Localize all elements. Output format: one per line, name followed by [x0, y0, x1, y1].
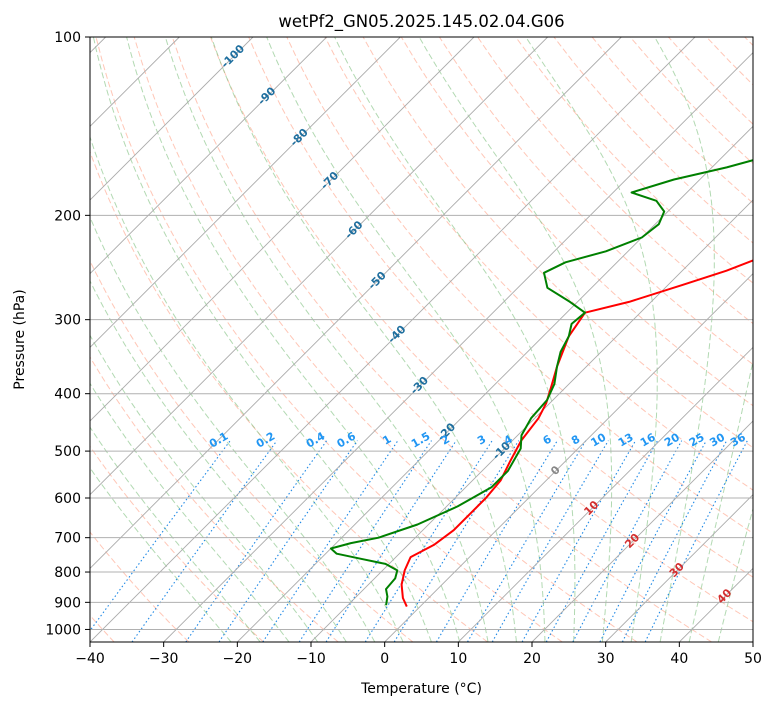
- mixing-ratio-line: [131, 440, 278, 642]
- moist-adiabat: [90, 334, 319, 642]
- dry-adiabat: [90, 445, 264, 642]
- sounding-lines: [329, 159, 753, 608]
- mixing-ratio-line: [90, 440, 231, 632]
- dry-adiabat: [90, 356, 339, 642]
- dry-adiabat: [171, 37, 712, 642]
- x-tick-label: 20: [523, 651, 541, 667]
- x-tick-label: 30: [597, 651, 615, 667]
- y-axis-title: Pressure (hPa): [12, 289, 28, 389]
- mixing-ratio-line: [644, 440, 748, 642]
- y-tick-label: 300: [54, 313, 81, 329]
- mixing-ratio-line: [298, 440, 432, 642]
- x-tick-label: −10: [296, 651, 326, 667]
- moist-adiabat: [90, 467, 232, 642]
- mixing-ratio-line: [185, 440, 328, 642]
- mixing-ratio-line: [491, 440, 609, 642]
- y-tick-label: 500: [54, 444, 81, 460]
- mixing-ratio-line: [521, 440, 637, 642]
- skew-isotherm: [458, 346, 753, 642]
- y-tick-label: 200: [54, 208, 81, 224]
- skew-isotherm: [531, 420, 753, 642]
- skew-isotherm: [90, 37, 696, 642]
- skew-isotherm: [605, 494, 753, 642]
- moist-adiabat: [90, 135, 404, 642]
- skew-isotherm: [163, 52, 753, 642]
- y-tick-label: 800: [54, 565, 81, 581]
- dry-adiabat: [95, 37, 563, 642]
- skew-isotherm: [384, 273, 753, 642]
- dry-adiabat: [90, 150, 488, 642]
- chart-title: wetPf2_GN05.2025.145.02.04.G06: [278, 12, 564, 32]
- mixing-ratio-line: [325, 440, 457, 642]
- dewpoint-line: [329, 159, 753, 606]
- x-axis-title: Temperature (°C): [360, 681, 482, 697]
- moist-adiabat: [90, 426, 261, 642]
- skew-isotherm: [90, 37, 475, 422]
- mixing-ratio-line: [364, 440, 493, 642]
- dry-adiabat: [438, 37, 753, 366]
- y-axis-ticks: 100 200 300 400 500 600 700 800 900 1000: [45, 30, 90, 638]
- y-tick-label: 100: [54, 30, 81, 46]
- mixing-ratio-line: [467, 440, 587, 642]
- moist-adiabat: [688, 358, 753, 642]
- moist-adiabat: [266, 37, 546, 642]
- mixing-ratio-line: [545, 440, 659, 642]
- moist-adiabat: [525, 37, 658, 642]
- x-tick-label: 0: [380, 651, 389, 667]
- moist-adiabat: [418, 37, 613, 642]
- mixing-ratio-line: [572, 440, 683, 642]
- skew-isotherm: [90, 37, 401, 348]
- dry-adiabat: [248, 37, 753, 578]
- moist-adiabat: [210, 37, 517, 642]
- dry-adiabat: [400, 37, 753, 407]
- x-tick-label: 10: [449, 651, 467, 667]
- y-tick-label: 1000: [45, 622, 81, 638]
- skew-isotherm: [90, 37, 327, 275]
- y-tick-label: 900: [54, 595, 81, 611]
- y-tick-label: 600: [54, 491, 81, 507]
- skew-isotherm: [90, 37, 254, 201]
- moist-adiabat: [90, 382, 290, 642]
- moist-adiabat: [126, 37, 461, 642]
- plot-frame: [89, 36, 754, 643]
- dry-adiabat: [90, 531, 190, 642]
- background-lines: [90, 37, 753, 642]
- moist-adiabat: [654, 37, 715, 642]
- y-tick-label: 400: [54, 387, 81, 403]
- skew-isotherm: [237, 125, 753, 642]
- mixing-ratio-line: [435, 440, 558, 642]
- dry-adiabat: [210, 37, 753, 623]
- moist-adiabat: [164, 37, 489, 642]
- skew-isotherm: [90, 37, 548, 496]
- x-tick-label: −20: [223, 651, 253, 667]
- x-tick-label: 40: [670, 651, 688, 667]
- x-axis-ticks: −40 −30 −20 −10 0 10 20 30 40 50: [75, 642, 762, 667]
- dry-adiabat: [515, 37, 753, 284]
- skew-isotherm: [310, 199, 753, 642]
- x-tick-label: 50: [744, 651, 762, 667]
- x-tick-label: −30: [149, 651, 179, 667]
- pressure-gridlines: [90, 37, 753, 630]
- skew-isotherm: [90, 37, 622, 569]
- moist-adiabat: [92, 37, 432, 642]
- mixing-ratio-line: [262, 440, 399, 642]
- moist-adiabat: [90, 215, 376, 642]
- moist-adiabat: [334, 37, 576, 642]
- y-tick-label: 700: [54, 531, 81, 547]
- x-tick-label: −40: [75, 651, 105, 667]
